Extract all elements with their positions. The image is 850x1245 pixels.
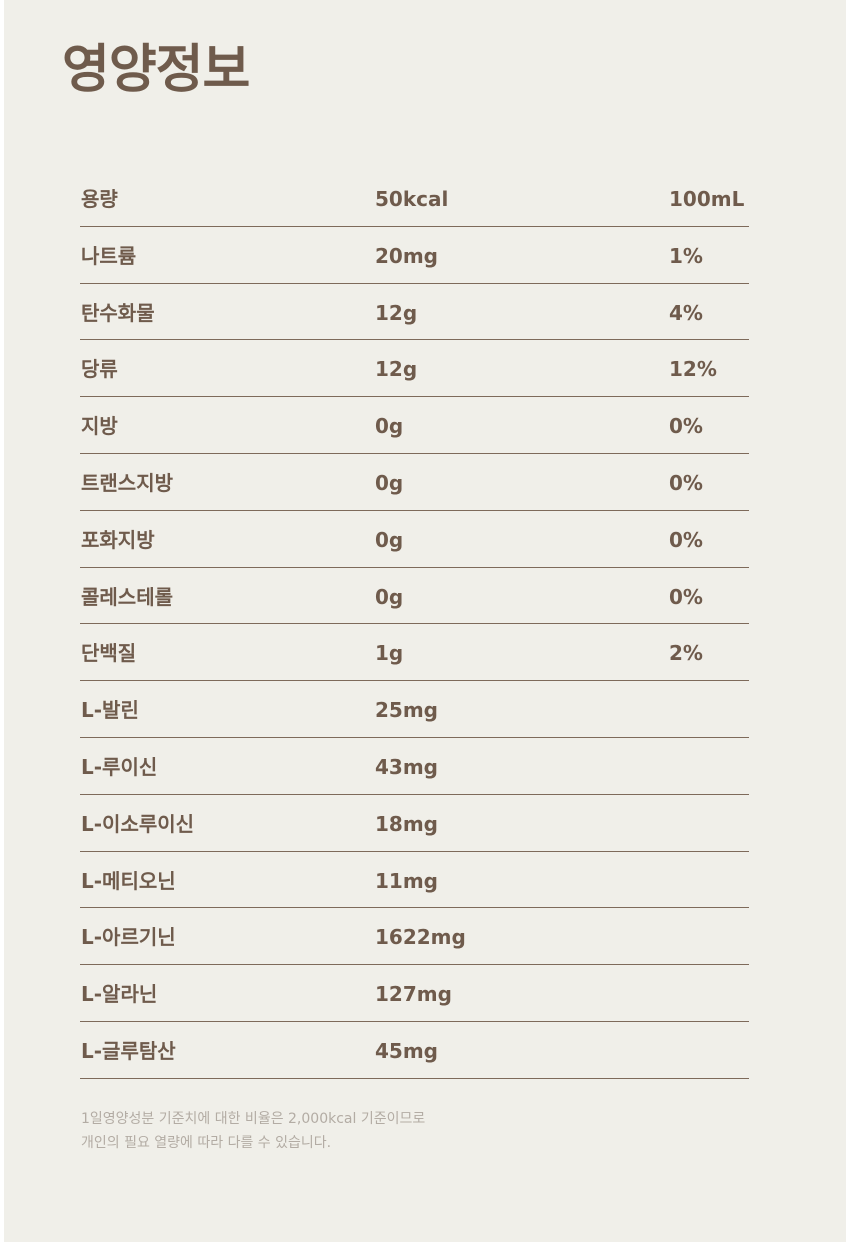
- nutrient-percent: 0%: [669, 470, 703, 495]
- nutrient-amount: 0g: [375, 414, 404, 439]
- table-row: L-이소루이신 18mg: [80, 795, 749, 852]
- nutrient-name: 지방: [81, 414, 118, 439]
- nutrient-amount: 50kcal: [375, 187, 449, 211]
- nutrient-amount: 45mg: [375, 1038, 438, 1063]
- table-row: 트랜스지방 0g 0%: [80, 454, 749, 511]
- table-row: 나트륨 20mg 1%: [80, 227, 749, 284]
- nutrient-name: 단백질: [81, 641, 137, 666]
- nutrient-name: 포화지방: [81, 527, 155, 552]
- table-row: L-알라닌 127mg: [80, 965, 749, 1022]
- table-row: 탄수화물 12g 4%: [80, 284, 749, 341]
- nutrient-percent: 4%: [669, 300, 703, 325]
- page-title: 영양정보: [62, 40, 250, 100]
- nutrient-amount: 127mg: [375, 982, 452, 1007]
- nutrient-percent: 0%: [669, 527, 703, 552]
- nutrient-amount: 12g: [375, 300, 418, 325]
- nutrition-panel: 영양정보 용량 50kcal 100mL 나트륨 20mg 1% 탄수화물 12…: [4, 0, 846, 1242]
- nutrient-amount: 25mg: [375, 698, 438, 723]
- nutrient-percent: 100mL: [669, 187, 745, 211]
- nutrition-table: 용량 50kcal 100mL 나트륨 20mg 1% 탄수화물 12g 4% …: [80, 170, 749, 1079]
- nutrient-amount: 12g: [375, 357, 418, 382]
- footnote: 1일영양성분 기준치에 대한 비율은 2,000kcal 기준이므로 개인의 필…: [81, 1107, 425, 1155]
- table-row: L-아르기닌 1622mg: [80, 908, 749, 966]
- nutrient-amount: 1g: [375, 641, 404, 666]
- footnote-line: 1일영양성분 기준치에 대한 비율은 2,000kcal 기준이므로: [81, 1111, 426, 1127]
- nutrient-name: L-메티오닌: [81, 868, 176, 893]
- table-row: 당류 12g 12%: [80, 340, 749, 398]
- nutrient-amount: 0g: [375, 527, 404, 552]
- nutrient-percent: 12%: [669, 357, 717, 382]
- table-row: 포화지방 0g 0%: [80, 511, 749, 568]
- nutrient-percent: 0%: [669, 414, 703, 439]
- nutrient-name: 탄수화물: [81, 300, 155, 325]
- nutrient-amount: 0g: [375, 470, 404, 495]
- nutrient-amount: 1622mg: [375, 925, 466, 950]
- table-row: L-발린 25mg: [80, 681, 749, 738]
- table-row: 단백질 1g 2%: [80, 624, 749, 682]
- table-row: 콜레스테롤 0g 0%: [80, 568, 749, 625]
- nutrient-amount: 11mg: [375, 868, 438, 893]
- nutrient-name: L-발린: [81, 698, 139, 723]
- nutrient-amount: 0g: [375, 584, 404, 609]
- nutrient-name: 트랜스지방: [81, 470, 173, 495]
- table-row: 지방 0g 0%: [80, 397, 749, 454]
- nutrient-amount: 20mg: [375, 243, 438, 268]
- nutrient-percent: 1%: [669, 243, 703, 268]
- table-row: L-메티오닌 11mg: [80, 852, 749, 909]
- nutrient-name: L-알라닌: [81, 982, 158, 1007]
- nutrient-amount: 18mg: [375, 811, 438, 836]
- footnote-line: 개인의 필요 열량에 따라 다를 수 있습니다.: [81, 1135, 332, 1151]
- nutrient-percent: 2%: [669, 641, 703, 666]
- nutrient-name: 콜레스테롤: [81, 584, 173, 609]
- nutrient-name: L-글루탐산: [81, 1038, 176, 1063]
- table-row: L-루이신 43mg: [80, 738, 749, 795]
- table-row: 용량 50kcal 100mL: [80, 170, 749, 227]
- nutrient-name: L-루이신: [81, 754, 158, 779]
- nutrient-name: 나트륨: [81, 243, 137, 268]
- nutrient-name: 당류: [81, 357, 118, 382]
- nutrient-name: L-이소루이신: [81, 811, 195, 836]
- nutrient-amount: 43mg: [375, 754, 438, 779]
- table-row: L-글루탐산 45mg: [80, 1022, 749, 1079]
- nutrient-name: 용량: [81, 187, 118, 211]
- nutrient-percent: 0%: [669, 584, 703, 609]
- nutrient-name: L-아르기닌: [81, 925, 176, 950]
